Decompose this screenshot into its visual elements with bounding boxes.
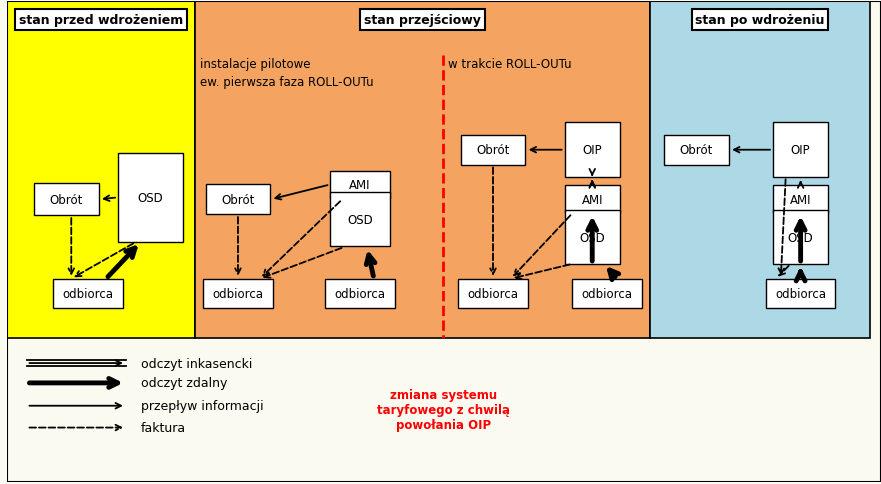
- Bar: [206, 185, 270, 215]
- Text: OIP: OIP: [582, 144, 602, 157]
- Text: AMI: AMI: [349, 179, 371, 192]
- Bar: [34, 184, 99, 216]
- Text: AMI: AMI: [790, 194, 811, 206]
- Text: ew. pierwsza faza ROLL-OUTu: ew. pierwsza faza ROLL-OUTu: [200, 76, 374, 89]
- Bar: [774, 186, 828, 214]
- Text: faktura: faktura: [141, 421, 186, 434]
- Text: odbiorca: odbiorca: [581, 287, 633, 301]
- Bar: [196, 2, 650, 338]
- Text: odbiorca: odbiorca: [335, 287, 386, 301]
- Text: odczyt zdalny: odczyt zdalny: [141, 377, 227, 390]
- Text: OIP: OIP: [791, 144, 811, 157]
- Text: w trakcie ROLL-OUTu: w trakcie ROLL-OUTu: [448, 58, 572, 71]
- Text: AMI: AMI: [581, 194, 603, 206]
- Text: zmiana systemu
taryfowego z chwilą
powołania OIP: zmiana systemu taryfowego z chwilą powoł…: [377, 388, 510, 431]
- Text: przepływ informacji: przepływ informacji: [141, 399, 263, 412]
- Bar: [458, 279, 528, 309]
- Bar: [565, 211, 619, 265]
- Text: instalacje pilotowe: instalacje pilotowe: [200, 58, 311, 71]
- Text: OSD: OSD: [788, 231, 813, 244]
- Bar: [774, 123, 828, 178]
- Bar: [204, 279, 273, 309]
- Bar: [330, 193, 389, 247]
- Text: odbiorca: odbiorca: [63, 287, 114, 301]
- Bar: [54, 279, 122, 309]
- Bar: [650, 2, 870, 338]
- Text: Obrót: Obrót: [49, 194, 83, 206]
- Bar: [330, 171, 389, 199]
- Text: OSD: OSD: [137, 192, 164, 204]
- Text: odbiorca: odbiorca: [468, 287, 519, 301]
- Text: OSD: OSD: [580, 231, 605, 244]
- Text: Obrót: Obrót: [680, 144, 713, 157]
- Text: Obrót: Obrót: [477, 144, 510, 157]
- Text: stan po wdrożeniu: stan po wdrożeniu: [695, 14, 825, 27]
- Bar: [774, 211, 828, 265]
- Bar: [664, 136, 729, 165]
- Text: stan przejściowy: stan przejściowy: [364, 14, 481, 27]
- Bar: [325, 279, 395, 309]
- Bar: [766, 279, 835, 309]
- Text: OSD: OSD: [347, 213, 373, 226]
- Bar: [565, 123, 619, 178]
- Bar: [461, 136, 525, 165]
- Bar: [7, 2, 196, 338]
- Bar: [565, 186, 619, 214]
- Text: odbiorca: odbiorca: [775, 287, 826, 301]
- Bar: [118, 153, 183, 242]
- Bar: [573, 279, 642, 309]
- Text: stan przed wdrożeniem: stan przed wdrożeniem: [19, 14, 183, 27]
- Text: odczyt inkasencki: odczyt inkasencki: [141, 357, 252, 370]
- Text: odbiorca: odbiorca: [212, 287, 263, 301]
- Text: Obrót: Obrót: [221, 194, 255, 206]
